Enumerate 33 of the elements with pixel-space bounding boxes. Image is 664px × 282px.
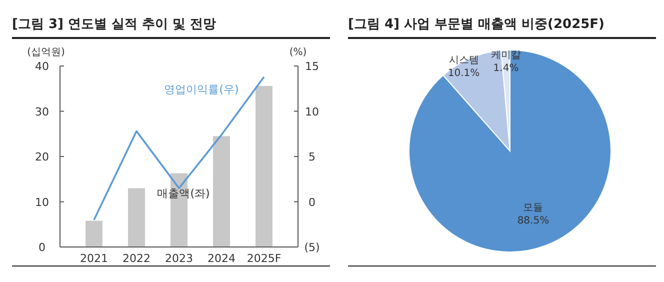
y2-tick-label: (5) bbox=[304, 241, 320, 254]
slice-label: 케미칼 bbox=[491, 50, 522, 62]
y-axis-title: (십억원) bbox=[27, 47, 65, 58]
y-tick-label: 40 bbox=[35, 60, 49, 73]
pie-slice bbox=[408, 50, 612, 252]
y-tick-label: 0 bbox=[38, 241, 46, 254]
y-tick-label: 10 bbox=[35, 196, 49, 209]
bar bbox=[256, 86, 272, 247]
x-tick-label: 2025F bbox=[246, 252, 282, 265]
y2-axis-title: (%) bbox=[289, 47, 307, 58]
chart-title: [그림 3] 연도별 실적 추이 및 전망 bbox=[12, 17, 216, 32]
data-label: 1.4% bbox=[493, 63, 519, 74]
y-tick-label: 30 bbox=[35, 105, 49, 118]
x-tick-label: 2022 bbox=[122, 252, 150, 265]
series-label: 영업이익률(우) bbox=[164, 82, 239, 96]
data-label: 10.1% bbox=[448, 68, 480, 80]
bar bbox=[128, 188, 145, 247]
x-tick-label: 2023 bbox=[165, 252, 193, 265]
slice-label: 시스템 bbox=[448, 55, 479, 66]
bar bbox=[213, 136, 230, 247]
line-series bbox=[93, 76, 265, 221]
y2-tick-label: 15 bbox=[305, 60, 319, 73]
series-label: 매출액(좌) bbox=[157, 187, 210, 200]
bar bbox=[86, 220, 102, 247]
chart-title: [그림 4] 사업 부문별 매출액 비중(2025F) bbox=[348, 17, 605, 32]
y2-tick-label: 5 bbox=[308, 150, 316, 164]
slice-label: 모듈 bbox=[523, 202, 544, 214]
data-label: 88.5% bbox=[517, 215, 550, 226]
y2-tick-label: 10 bbox=[305, 105, 319, 118]
x-tick-label: 2024 bbox=[208, 252, 236, 265]
x-tick-label: 2021 bbox=[80, 252, 108, 265]
y-tick-label: 20 bbox=[35, 150, 49, 164]
y2-tick-label: 0 bbox=[308, 196, 316, 209]
